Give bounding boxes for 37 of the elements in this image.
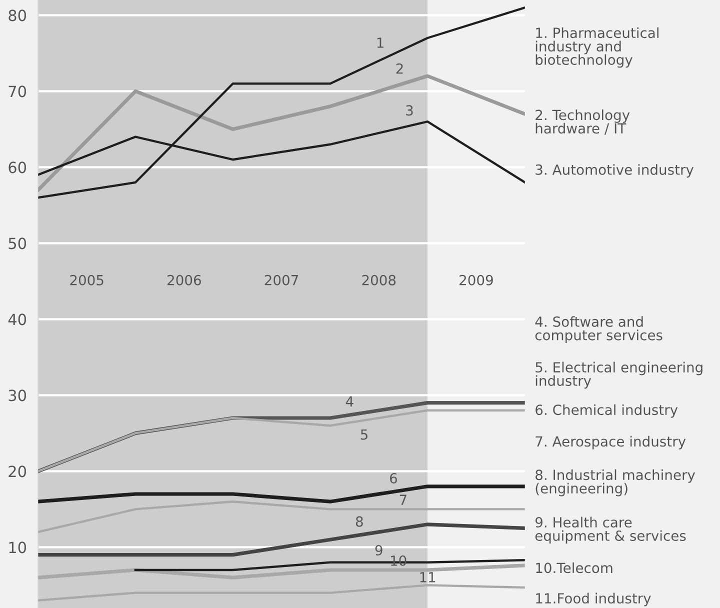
text: 6. Chemical industry: [536, 404, 678, 418]
series-label: 5. Electrical engineering industry: [536, 362, 702, 389]
y-tick-label: 40: [8, 314, 26, 326]
text: 7. Aerospace industry: [536, 436, 686, 450]
text: 8. Industrial machinery (engineering): [536, 469, 696, 496]
x-tick-label: 2009: [460, 274, 493, 286]
line-series: [38, 6, 525, 199]
series-label: 1. Pharmaceutical industry and biotechnology: [536, 27, 658, 68]
x-tick-label: 2007: [264, 274, 298, 286]
x-tick-label: 2008: [362, 274, 396, 286]
annotation: 11: [420, 572, 436, 582]
y-tick-label: 10: [9, 542, 26, 554]
series-label: 10.Telecom: [536, 562, 612, 574]
line-series: [38, 584, 525, 602]
annotation: 1: [377, 38, 384, 48]
annotation: 3: [406, 105, 413, 116]
y-tick-label: 20: [8, 466, 26, 478]
annotation: 9: [375, 545, 382, 556]
x-tick-label: 2006: [168, 274, 201, 286]
annotation: 4: [346, 396, 354, 407]
series-label: 3. Automotive industry: [536, 164, 694, 178]
series-label: 11.Food industry: [536, 592, 651, 606]
annotation: 8: [356, 516, 363, 527]
series-label: 9. Health care equipment & services: [535, 516, 686, 544]
series-label: 2. Technology hardware / IT: [536, 109, 630, 135]
y-tick-label: 80: [8, 10, 26, 22]
y-tick-label: 30: [8, 390, 26, 402]
annotation: 7: [400, 494, 406, 505]
x-tick-label: 2005: [70, 274, 104, 286]
y-tick-label: 50: [8, 238, 26, 250]
annotation: 5: [360, 429, 368, 440]
y-tick-label: 70: [8, 86, 26, 98]
annotation: 6: [390, 472, 398, 484]
y-tick-label: 60: [8, 162, 26, 174]
annotation: 2: [396, 63, 403, 74]
text: 4. Software and computer services: [535, 316, 662, 344]
line-series: [38, 74, 525, 192]
